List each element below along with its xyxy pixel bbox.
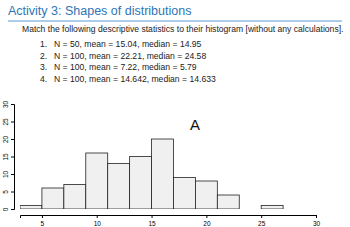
- y-tick-label: 30: [2, 101, 9, 109]
- slide-title: Activity 3: Shapes of distributions: [8, 4, 191, 18]
- x-tick-label: 20: [203, 220, 211, 227]
- x-tick-label: 5: [41, 220, 45, 227]
- y-tick: 5: [2, 190, 14, 194]
- x-tick: 20: [203, 215, 211, 227]
- y-axis: 0 5 10 15 20 25 30: [2, 101, 15, 212]
- bar: [195, 181, 217, 209]
- x-tick-label: 25: [258, 220, 266, 227]
- y-tick: 15: [2, 153, 14, 161]
- bars: [20, 139, 283, 209]
- x-tick-mark: [97, 215, 98, 218]
- y-tick-mark: [11, 192, 14, 193]
- item-text: N = 50, mean = 15.04, median = 14.95: [54, 39, 202, 49]
- item-number: 1.: [40, 39, 47, 49]
- y-tick-mark: [11, 122, 14, 123]
- bar: [108, 164, 130, 210]
- x-tick: 5: [41, 215, 45, 227]
- bar: [217, 195, 239, 209]
- y-tick: 30: [2, 101, 14, 109]
- bar: [20, 206, 42, 210]
- y-tick: 20: [2, 136, 14, 144]
- x-tick-label: 10: [94, 220, 102, 227]
- item-text: N = 100, mean = 7.22, median = 5.79: [54, 62, 197, 72]
- y-tick-label: 20: [2, 136, 9, 144]
- bar: [261, 206, 283, 210]
- bar: [173, 178, 195, 210]
- y-tick-mark: [11, 104, 14, 105]
- bar: [152, 139, 174, 209]
- y-tick-label: 25: [2, 118, 9, 126]
- y-tick: 10: [2, 171, 14, 179]
- x-tick-mark: [316, 215, 317, 218]
- x-tick-label: 30: [313, 220, 321, 227]
- x-axis: 5 10 15 20 25 30: [21, 215, 321, 227]
- instruction: Match the following descriptive statisti…: [22, 24, 343, 34]
- y-tick-label: 5: [2, 190, 9, 194]
- x-tick: 25: [258, 215, 266, 227]
- y-tick-mark: [11, 209, 14, 210]
- item-text: N = 100, mean = 14.642, median = 14.633: [54, 74, 216, 84]
- y-tick-label: 15: [2, 153, 9, 161]
- y-tick: 0: [2, 207, 14, 211]
- bar: [239, 209, 261, 210]
- y-axis-line: [11, 105, 15, 210]
- x-tick-mark: [42, 215, 43, 218]
- x-tick-mark: [206, 215, 207, 218]
- y-tick-label: 10: [2, 171, 9, 179]
- x-tick-label: 15: [148, 220, 156, 227]
- x-tick: 15: [148, 215, 156, 227]
- y-tick-mark: [11, 174, 14, 175]
- page: Activity 3: Shapes of distributions Match…: [0, 0, 350, 227]
- bar: [42, 188, 64, 209]
- x-tick-mark: [152, 215, 153, 218]
- item-text: N = 100, mean = 22.21, median = 24.58: [54, 51, 206, 61]
- x-tick: 30: [313, 215, 321, 227]
- title-rule: [8, 21, 342, 22]
- bar: [130, 157, 152, 210]
- x-axis-line: [21, 216, 317, 219]
- y-tick-mark: [11, 139, 14, 140]
- panel-label: A: [190, 116, 200, 133]
- x-tick: 10: [94, 215, 102, 227]
- item-number: 2.: [40, 51, 47, 61]
- item-number: 3.: [40, 62, 47, 72]
- item-number: 4.: [40, 74, 47, 84]
- y-tick-label: 0: [2, 207, 9, 211]
- bar: [86, 153, 108, 209]
- y-tick-mark: [11, 157, 14, 158]
- x-tick-mark: [261, 215, 262, 218]
- bar: [64, 185, 86, 210]
- y-tick: 25: [2, 118, 14, 126]
